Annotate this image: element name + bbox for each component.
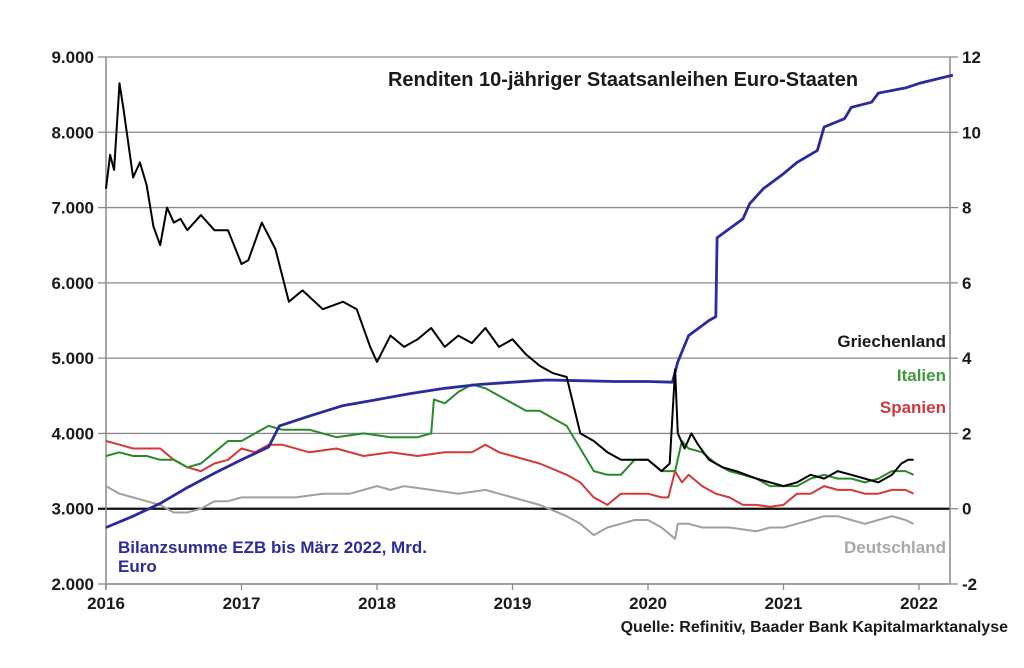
x-tick-label: 2018: [358, 594, 396, 613]
y-left-tick-label: 9.000: [51, 48, 94, 67]
x-tick-label: 2022: [900, 594, 938, 613]
y-right-tick-label: 12: [962, 48, 981, 67]
y-right-tick-label: 4: [962, 349, 972, 368]
axes: [105, 56, 958, 590]
source-note: Quelle: Refinitiv, Baader Bank Kapitalma…: [621, 619, 1009, 636]
legend-spanien: Spanien: [880, 398, 946, 417]
series-line-deutschland: [105, 485, 915, 540]
x-tick-label: 2017: [223, 594, 261, 613]
series-line-griechenland: [105, 82, 914, 488]
y-left-tick-label: 3.000: [51, 500, 94, 519]
legend-deutschland: Deutschland: [844, 538, 946, 557]
y-left-tick-label: 5.000: [51, 349, 94, 368]
y-left-tick-label: 4.000: [51, 424, 94, 443]
x-tick-label: 2020: [629, 594, 667, 613]
series-line-spanien: [105, 440, 915, 508]
y-left-tick-label: 8.000: [51, 123, 94, 142]
ecb-balance-label-line1: Bilanzsumme EZB bis März 2022, Mrd.: [118, 538, 427, 557]
tick-labels: 2.000 3.000 4.000 5.000 6.000 7.000 8.000 9.000…: [51, 48, 980, 613]
y-right-tick-label: 6: [962, 274, 971, 293]
y-right-tick-label: 2: [962, 424, 971, 443]
y-right-tick-label: 10: [962, 123, 981, 142]
y-right-tick-label: 8: [962, 199, 971, 218]
ecb-balance-label-line2: Euro: [118, 557, 157, 576]
y-right-tick-label: -2: [962, 575, 977, 594]
y-right-tick-label: 0: [962, 500, 971, 519]
x-tick-label: 2021: [765, 594, 803, 613]
y-left-tick-label: 2.000: [51, 575, 94, 594]
series-lines: [105, 73, 954, 540]
x-tick-label: 2016: [87, 594, 125, 613]
x-tick-label: 2019: [494, 594, 532, 613]
chart-title: Renditen 10-jähriger Staatsanleihen Euro…: [388, 69, 858, 91]
legend-italien: Italien: [897, 366, 946, 385]
y-left-tick-label: 6.000: [51, 274, 94, 293]
series-line-italien: [105, 383, 915, 488]
y-left-tick-label: 7.000: [51, 199, 94, 218]
legend-griechenland: Griechenland: [837, 332, 946, 351]
series-line-bilanzsumme: [105, 73, 954, 529]
